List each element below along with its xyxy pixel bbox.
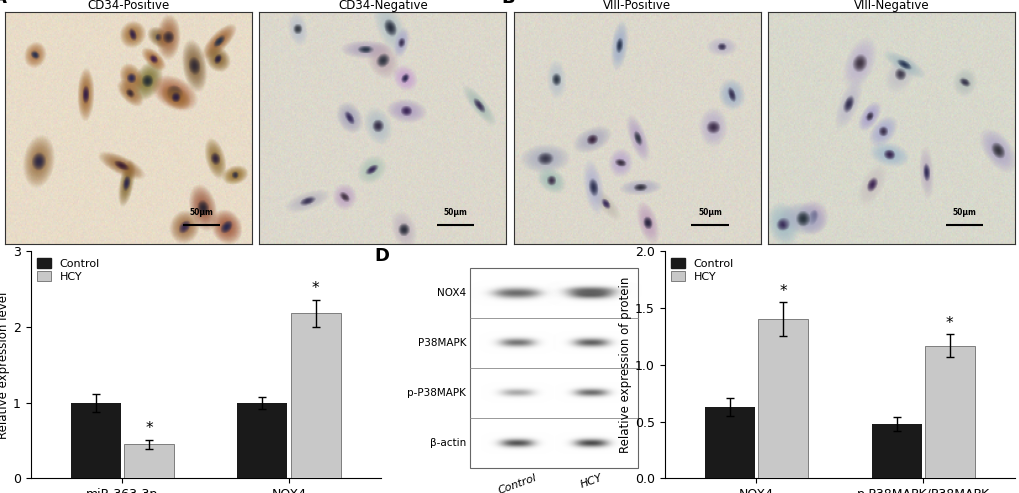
Text: p-P38MAPK: p-P38MAPK <box>407 388 466 398</box>
Title: VIII-Positive: VIII-Positive <box>602 0 671 12</box>
Y-axis label: Relative expression of protein: Relative expression of protein <box>619 277 632 453</box>
Text: *: * <box>312 281 319 296</box>
Text: β-actin: β-actin <box>430 438 466 448</box>
Text: *: * <box>946 316 953 331</box>
Text: 50μm: 50μm <box>952 209 975 217</box>
Bar <box>470 268 637 468</box>
Bar <box>757 319 807 478</box>
Bar <box>870 424 920 478</box>
Text: 50μm: 50μm <box>190 209 213 217</box>
Bar <box>290 314 340 478</box>
Bar <box>237 403 287 478</box>
Text: *: * <box>779 284 787 299</box>
Text: NOX4: NOX4 <box>437 288 466 298</box>
Text: A: A <box>0 0 7 7</box>
Text: Control: Control <box>496 473 537 493</box>
Text: 50μm: 50μm <box>697 209 721 217</box>
Y-axis label: Relative expression level: Relative expression level <box>0 291 10 438</box>
Title: VIII-Negative: VIII-Negative <box>853 0 928 12</box>
Text: P38MAPK: P38MAPK <box>418 338 466 348</box>
Legend: Control, HCY: Control, HCY <box>33 254 104 286</box>
Bar <box>124 444 174 478</box>
Bar <box>924 346 974 478</box>
Text: B: B <box>501 0 515 7</box>
Text: 50μm: 50μm <box>443 209 467 217</box>
Legend: Control, HCY: Control, HCY <box>666 254 738 286</box>
Text: HCY: HCY <box>578 473 603 490</box>
Text: *: * <box>145 421 153 436</box>
Bar <box>704 407 754 478</box>
Title: CD34-Negative: CD34-Negative <box>337 0 427 12</box>
Text: D: D <box>374 247 388 265</box>
Bar <box>70 403 120 478</box>
Title: CD34-Positive: CD34-Positive <box>88 0 169 12</box>
